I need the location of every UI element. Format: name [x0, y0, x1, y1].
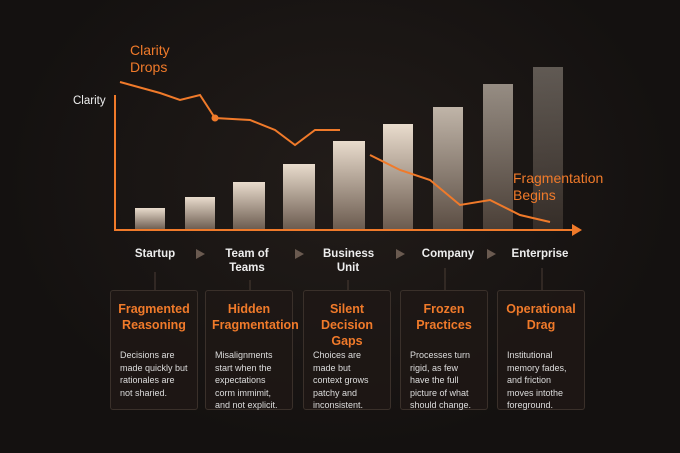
bars: [135, 67, 563, 230]
stage-label: Team of Teams: [225, 248, 269, 274]
card-title: Silent Decision Gaps: [320, 302, 374, 348]
card-body: Choices are made but context grows patch…: [313, 350, 369, 410]
clarity-line: [119, 81, 340, 147]
card-title: Operational Drag: [506, 302, 576, 332]
stage-card: Operational Drag Institutional memory fad…: [497, 290, 585, 410]
card-title: Frozen Practices: [416, 302, 472, 332]
stage-label: Enterprise: [511, 248, 569, 260]
card-body: Misalignments start when the expectation…: [215, 350, 278, 410]
stage-card: Hidden Fragmentation Misalignments start …: [205, 290, 299, 410]
stage-label: Startup: [134, 248, 176, 260]
stage-card: Silent Decision Gaps Choices are made but…: [303, 290, 391, 410]
card-title: Hidden Fragmentation: [212, 302, 299, 332]
stage-card: Frozen Practices Processes turn rigid, as…: [400, 290, 488, 410]
stage-label: Company: [421, 248, 475, 260]
card-body: Decisions are made quickly but rationale…: [120, 350, 188, 398]
fragmentation-line: [369, 154, 551, 223]
connectors: [154, 268, 543, 290]
card-body: Institutional memory fades, and friction…: [507, 350, 567, 410]
card-title: Fragmented Reasoning: [118, 302, 190, 332]
axes: [114, 81, 582, 236]
annotation: Fragmentation Begins: [513, 170, 604, 203]
stage-label: Business Unit: [323, 248, 375, 274]
axis-label: Clarity: [73, 95, 106, 107]
stage-arrows: [196, 249, 496, 259]
annotation: Clarity Drops: [130, 42, 170, 75]
card-body: Processes turn rigid, as few have the fu…: [410, 350, 472, 410]
stage-card: Fragmented Reasoning Decisions are made q…: [110, 290, 198, 410]
